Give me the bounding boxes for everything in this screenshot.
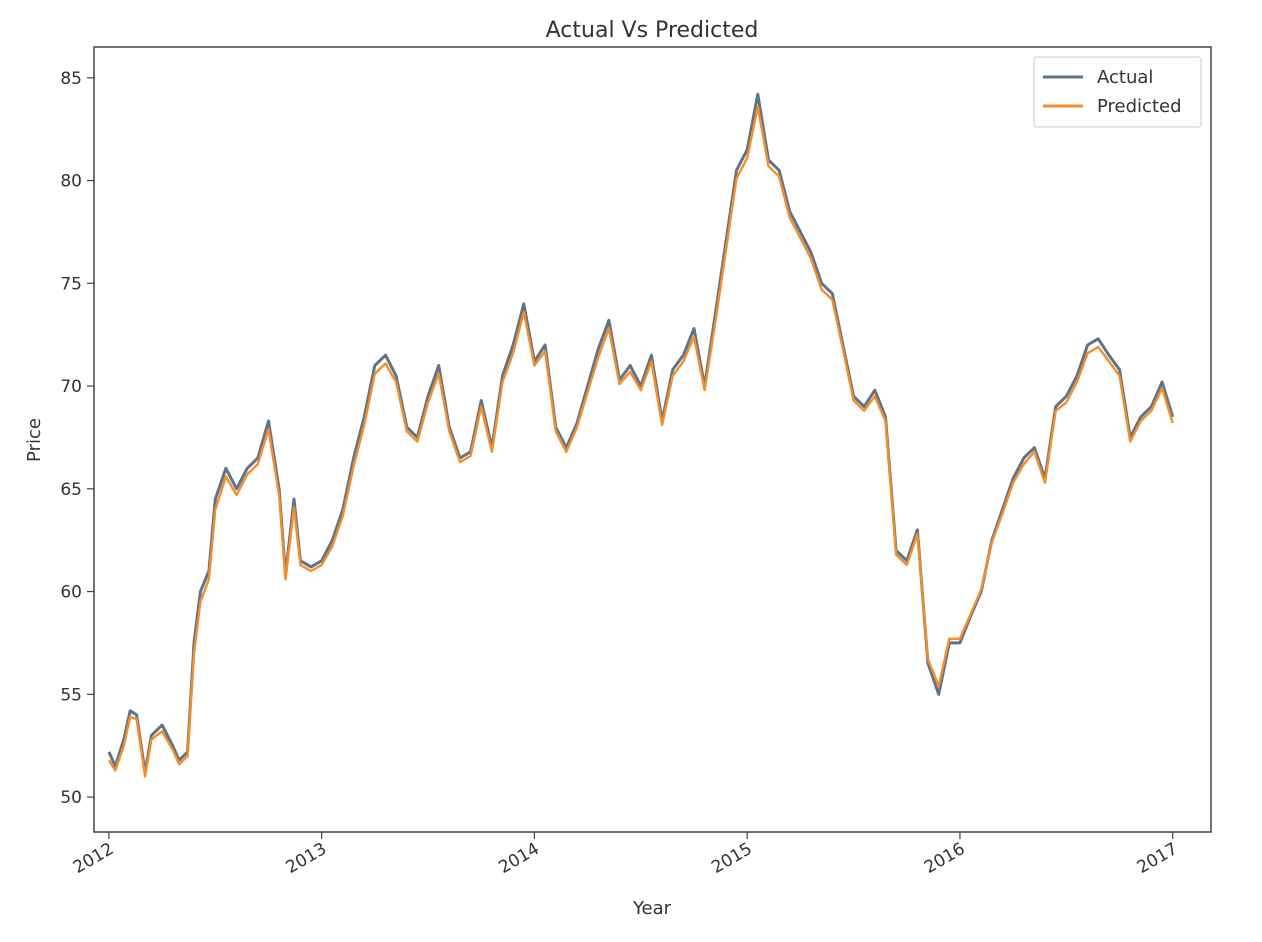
plot-area [93,46,1212,833]
y-axis: 50 55 60 65 70 75 80 85 [60,69,94,808]
legend: Actual Predicted [1033,56,1202,128]
y-tick-label: 75 [60,274,82,294]
plot-frame [93,46,1212,833]
x-axis-title: Year [632,898,672,919]
x-tick-label: 2013 [283,839,330,878]
series-line-predicted [107,105,1174,778]
x-tick-label: 2014 [495,839,542,878]
y-tick-label: 70 [60,377,82,397]
x-tick-label: 2017 [1134,839,1181,878]
legend-label-predicted: Predicted [1097,96,1182,117]
y-tick-label: 85 [60,69,82,89]
x-axis: 2012 2013 2014 2015 2016 2017 [70,832,1181,878]
legend-box [1033,56,1202,128]
y-tick-label: 65 [60,480,82,500]
y-axis-title: Price [24,418,45,462]
y-tick-label: 55 [60,685,82,705]
x-tick-label: 2016 [921,839,968,878]
x-tick-label: 2012 [70,839,117,878]
y-tick-label: 50 [60,788,82,808]
x-tick-label: 2015 [708,839,755,878]
series-layer [107,92,1175,778]
chart-title: Actual Vs Predicted [546,18,759,43]
legend-label-actual: Actual [1097,67,1153,88]
y-tick-label: 80 [60,172,82,192]
y-tick-label: 60 [60,583,82,603]
